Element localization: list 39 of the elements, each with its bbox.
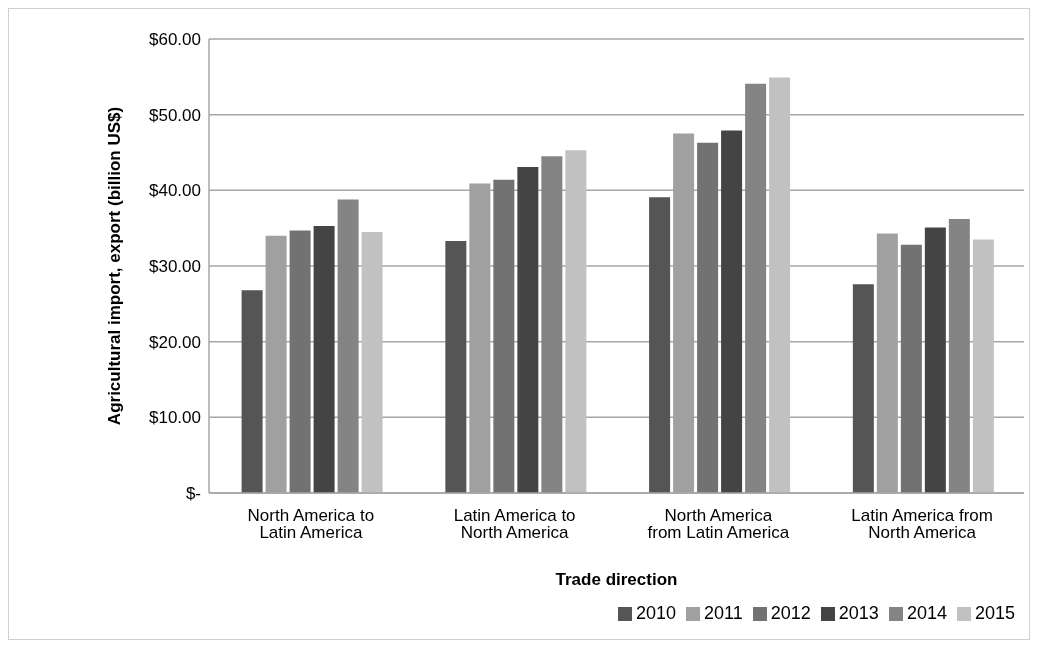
legend-label: 2015 xyxy=(974,603,1015,623)
bar xyxy=(948,219,970,493)
bar xyxy=(493,179,515,493)
legend-label: 2013 xyxy=(838,603,879,623)
x-tick-label: North America from Latin America xyxy=(647,506,790,543)
bar xyxy=(241,290,263,493)
bar xyxy=(361,231,383,493)
y-tick-label: $20.00 xyxy=(149,332,201,352)
y-tick-label: $50.00 xyxy=(149,105,201,125)
y-tick-label: $40.00 xyxy=(149,181,201,201)
x-tick-label: Latin America from North America xyxy=(851,506,993,543)
bar xyxy=(900,244,922,493)
bar xyxy=(924,227,946,493)
bar xyxy=(565,150,587,493)
y-axis-title: Agricultural import, export (billion US$) xyxy=(105,106,125,426)
bar xyxy=(649,197,671,493)
bar xyxy=(697,142,719,493)
x-axis-title: Trade direction xyxy=(555,570,678,589)
x-tick-label: Latin America to North America xyxy=(453,506,576,543)
legend-label: 2010 xyxy=(636,603,677,623)
legend-label: 2014 xyxy=(906,603,947,623)
bar xyxy=(517,166,539,493)
bar xyxy=(852,284,874,493)
legend-label: 2012 xyxy=(770,603,811,623)
bar xyxy=(769,77,791,493)
y-tick-label: $30.00 xyxy=(149,257,201,277)
y-tick-label: $60.00 xyxy=(149,30,201,50)
bar xyxy=(445,241,467,493)
bar xyxy=(972,239,994,493)
bar xyxy=(313,225,335,493)
bar xyxy=(337,199,359,493)
y-tick-label: $- xyxy=(185,484,201,504)
bar xyxy=(541,156,563,493)
x-tick-label: North America to Latin America xyxy=(247,506,375,543)
bar xyxy=(721,130,743,493)
legend-label: 2011 xyxy=(704,603,743,623)
y-tick-label: $10.00 xyxy=(149,408,201,428)
bar xyxy=(745,83,767,493)
bar xyxy=(289,230,311,493)
